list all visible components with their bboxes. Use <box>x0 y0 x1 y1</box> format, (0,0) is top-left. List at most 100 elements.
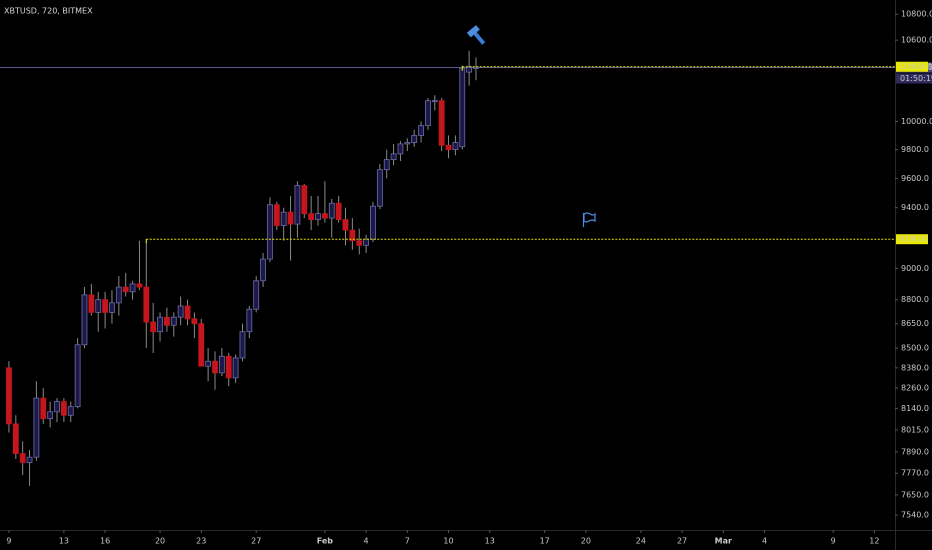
candle-body <box>218 355 225 374</box>
candle-body <box>356 240 363 246</box>
y-tick-label: 9800.0 <box>901 145 929 154</box>
candle-body <box>273 204 280 227</box>
candle-body <box>12 423 19 455</box>
candle-body <box>438 100 445 146</box>
candle-body <box>150 321 157 333</box>
candle-body <box>425 100 431 127</box>
candle-body <box>54 401 60 413</box>
x-tick-label: 16 <box>100 537 110 546</box>
countdown-box <box>896 73 932 84</box>
x-tick-label: 7 <box>405 537 410 546</box>
candle-body <box>335 202 342 221</box>
y-tick-label: 9000.0 <box>901 264 929 273</box>
candle-body <box>177 305 184 318</box>
x-tick-label: 12 <box>869 537 879 546</box>
chart-title: XBTUSD, 720, BITMEX <box>4 7 93 16</box>
candle-body <box>404 142 411 145</box>
candle-body <box>6 367 12 425</box>
candle-body <box>342 219 349 231</box>
y-tick-label: 8650.0 <box>901 319 929 328</box>
candle-body <box>370 205 376 240</box>
x-tick-label: 4 <box>762 537 767 546</box>
x-tick-label: Mar <box>715 537 732 546</box>
y-tick-label: 10800.0 <box>901 10 932 19</box>
x-tick-label: 20 <box>155 537 165 546</box>
candle-body <box>267 204 273 260</box>
candle-body <box>246 308 253 333</box>
candle-body <box>301 185 308 215</box>
candle-body <box>397 143 404 155</box>
x-tick-label: 27 <box>251 537 261 546</box>
hammer-icon <box>466 25 486 45</box>
candle-body <box>431 100 438 103</box>
y-tick-label: 8500.0 <box>901 344 929 353</box>
candle-body <box>102 299 108 313</box>
x-tick-label: 13 <box>485 537 495 546</box>
candle-body <box>459 67 466 148</box>
candle-body <box>129 283 136 293</box>
candle-body <box>452 142 459 151</box>
candle-body <box>164 316 170 326</box>
candle-body <box>191 318 198 325</box>
x-tick-label: 27 <box>677 537 687 546</box>
candle-body <box>136 283 143 288</box>
candle-body <box>198 323 205 367</box>
x-tick-label: Feb <box>317 537 334 546</box>
candle-body <box>376 169 383 207</box>
x-tick-label: 23 <box>196 537 206 546</box>
candle-body <box>445 144 452 151</box>
candle-body <box>170 316 177 326</box>
x-tick-label: 17 <box>540 537 550 546</box>
candle-body <box>40 397 47 420</box>
candle-body <box>67 406 74 416</box>
candle-body <box>383 159 390 171</box>
x-tick-label: 13 <box>59 537 69 546</box>
x-tick-label: 9 <box>831 537 836 546</box>
candle-body <box>225 355 232 379</box>
candle-body <box>122 286 129 293</box>
candle-body <box>321 213 328 219</box>
candle-body <box>26 456 33 463</box>
y-tick-label: 10600.0 <box>901 36 932 45</box>
candle-body <box>418 125 424 136</box>
candle-body <box>280 211 287 227</box>
candle-body <box>260 258 266 282</box>
price-line-box <box>896 61 928 72</box>
candle-body <box>363 238 370 246</box>
y-tick-label: 8140.0 <box>901 404 929 413</box>
candle-body <box>19 453 26 463</box>
y-tick-label: 8015.0 <box>901 425 929 434</box>
candle-body <box>212 360 218 374</box>
y-tick-label: 7650.0 <box>901 490 929 499</box>
y-tick-label: 8800.0 <box>901 295 929 304</box>
y-tick-label: 8260.0 <box>901 383 929 392</box>
candle-body <box>81 294 88 346</box>
candle-body <box>74 344 81 408</box>
candle-body <box>294 185 301 225</box>
candle-body <box>411 135 418 143</box>
y-tick-label: 7890.0 <box>901 447 929 456</box>
candle-body <box>109 302 115 313</box>
x-tick-label: 10 <box>443 537 453 546</box>
x-tick-label: 24 <box>636 537 646 546</box>
candle-body <box>315 213 321 221</box>
y-tick-label: 10000.0 <box>901 117 932 126</box>
candle-body <box>143 286 150 323</box>
candle-body <box>349 229 356 242</box>
price-line-box <box>896 234 928 245</box>
y-tick-label: 9600.0 <box>901 174 929 183</box>
candle-body <box>232 357 239 379</box>
x-tick-label: 20 <box>581 537 591 546</box>
candle-body <box>33 397 40 458</box>
candle-body <box>60 401 67 416</box>
price-line-label: 9190.0 <box>899 235 927 244</box>
candle-body <box>88 294 95 313</box>
candle-body <box>253 280 260 310</box>
y-tick-label: 7770.0 <box>901 469 929 478</box>
candle-body <box>390 153 397 160</box>
flag-icon <box>582 212 596 227</box>
candle-body <box>239 331 246 359</box>
y-tick-label: 9400.0 <box>901 203 929 212</box>
